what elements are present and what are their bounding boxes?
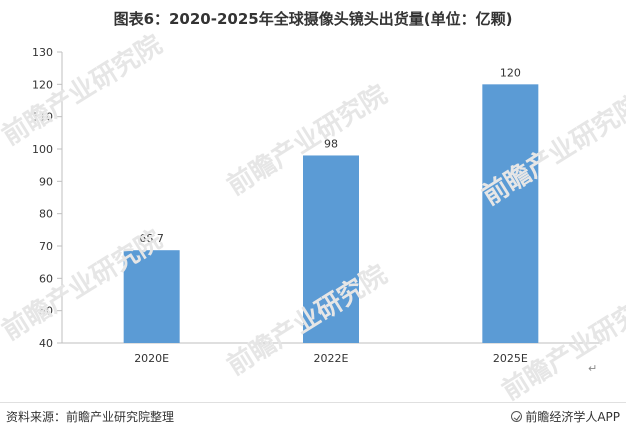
y-tick-label: 40 [39,337,53,350]
y-tick-label: 120 [32,78,53,91]
data-label: 98 [324,137,338,150]
return-mark: ↵ [588,362,598,375]
bar-chart: 40 50 60 70 80 90 100 110 120 130 68.7 2020E 98 2022E… [32,46,600,365]
y-tick-label: 70 [39,240,53,253]
y-tick-label: 60 [39,272,53,285]
y-tick-label: 100 [32,143,53,156]
y-tick-label: 80 [39,208,53,221]
data-label: 120 [500,66,521,79]
data-label: 68.7 [139,232,164,245]
brand-logo-icon [511,411,523,422]
footer-divider [0,402,626,403]
x-tick-label: 2020E [134,352,169,365]
y-tick-label: 110 [32,111,53,124]
brand-label: 前瞻经济学人APP [511,408,620,425]
bar [123,250,180,343]
chart-title: 图表6：2020-2025年全球摄像头镜头出货量(单位：亿颗) [113,10,513,28]
x-tick-label: 2022E [314,352,349,365]
y-tick-label: 90 [39,175,53,188]
y-tick-label: 130 [32,46,53,59]
brand-name: 前瞻经济学人APP [525,410,620,424]
bar [303,155,359,343]
bar [482,84,539,343]
source-note: 资料来源：前瞻产业研究院整理 [6,410,175,424]
x-tick-label: 2025E [493,352,528,365]
y-tick-label: 50 [39,305,53,318]
